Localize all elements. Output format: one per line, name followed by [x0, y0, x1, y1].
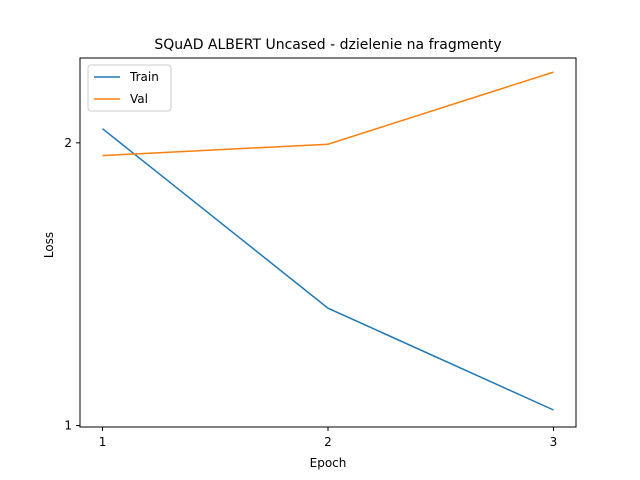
series-line-val — [102, 71, 554, 157]
x-tick-label: 2 — [324, 435, 332, 449]
y-tick-label: 1 — [64, 419, 72, 433]
legend-label-val: Val — [130, 92, 148, 106]
x-axis: 1 2 3 — [99, 427, 558, 449]
y-axis-label: Loss — [42, 232, 56, 258]
x-tick-label: 3 — [550, 435, 558, 449]
plot-frame — [79, 57, 577, 428]
legend-label-train: Train — [129, 70, 159, 84]
x-axis-label: Epoch — [310, 456, 347, 470]
plot-area — [79, 57, 577, 428]
legend: Train Val — [87, 64, 172, 112]
x-tick-label: 1 — [99, 435, 107, 449]
chart-title: SQuAD ALBERT Uncased - dzielenie na frag… — [154, 37, 501, 53]
y-axis: 12 — [64, 136, 80, 433]
series-line-train — [102, 128, 554, 411]
y-tick-label: 2 — [64, 136, 72, 150]
